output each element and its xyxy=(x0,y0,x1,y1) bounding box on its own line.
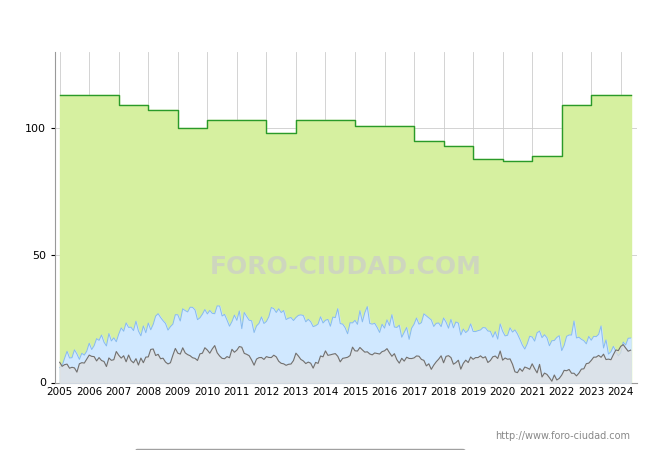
Text: FORO-CIUDAD.COM: FORO-CIUDAD.COM xyxy=(210,255,482,279)
Text: Litago - Evolucion de la poblacion en edad de Trabajar Mayo de 2024: Litago - Evolucion de la poblacion en ed… xyxy=(84,17,566,31)
Legend: Ocupados, Parados, Hab. entre 16-64: Ocupados, Parados, Hab. entre 16-64 xyxy=(135,449,465,450)
Text: http://www.foro-ciudad.com: http://www.foro-ciudad.com xyxy=(495,431,630,441)
